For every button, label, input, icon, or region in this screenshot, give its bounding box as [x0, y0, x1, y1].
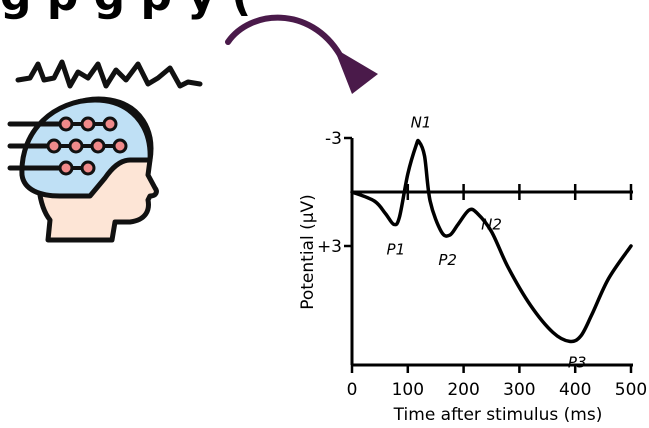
curved-arrow-icon [225, 14, 343, 58]
chart-series [350, 138, 633, 344]
peak-label-p2: P2 [438, 251, 457, 269]
x-axis-label: Time after stimulus (ms) [393, 405, 603, 425]
y-axis-label: Potential (µV) [298, 194, 318, 310]
peak-label-p3: P3 [568, 353, 587, 371]
peak-label-n2: N2 [481, 216, 502, 234]
x-tick-label: 400 [559, 380, 591, 400]
peak-label-n1: N1 [411, 114, 432, 132]
arrow-head-icon [334, 48, 378, 94]
x-tick-label: 200 [447, 380, 479, 400]
x-tick-label: 500 [615, 380, 647, 400]
x-tick-label: 300 [503, 380, 535, 400]
electrode-icons [46, 116, 128, 176]
y-tick-label: -3 [325, 129, 342, 149]
peak-label-p1: P1 [387, 240, 406, 258]
chart-axes [350, 138, 633, 367]
x-tick-label: 100 [392, 380, 424, 400]
y-tick-label: +3 [317, 237, 342, 257]
erp-waveform-line [350, 138, 633, 344]
title-fragment: g p g p y ( [0, 0, 251, 21]
chart-peak-labels: P1 N1 P2 N2 P3 [387, 114, 587, 372]
chart-ticks: 0 100 200 300 400 500 -3 +3 [317, 129, 647, 400]
eeg-signal-icon [15, 59, 203, 89]
x-tick-label: 0 [347, 380, 358, 400]
